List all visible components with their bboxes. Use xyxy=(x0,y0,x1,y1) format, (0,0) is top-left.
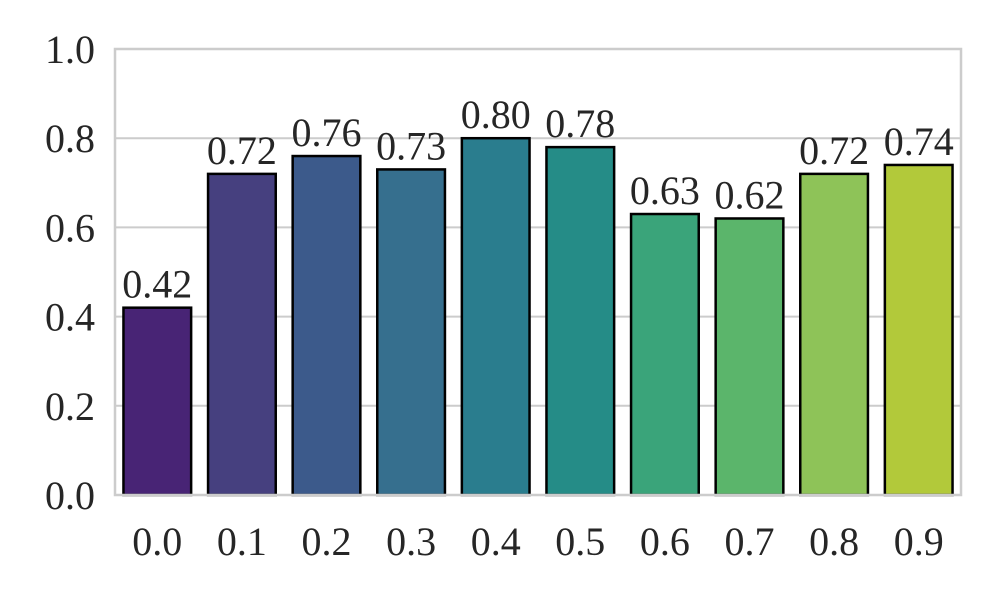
bar xyxy=(122,306,193,497)
y-axis-ticks: 0.0 0.2 0.4 0.6 0.8 1.0 xyxy=(45,27,95,518)
bar xyxy=(206,172,277,497)
bar xyxy=(376,168,447,497)
x-axis-ticks: 0.0 0.1 0.2 0.3 0.4 0.5 0.6 0.7 0.8 0.9 xyxy=(132,519,943,564)
data-labels: 0.42 0.72 0.76 0.73 0.80 0.78 0.63 0.62 0.72 0.74 xyxy=(122,92,953,306)
bars xyxy=(122,136,954,497)
x-tick-label: 0.0 xyxy=(132,519,182,564)
x-tick-label: 0.8 xyxy=(809,519,859,564)
bar xyxy=(629,212,700,497)
x-tick-label: 0.7 xyxy=(725,519,775,564)
data-label: 0.72 xyxy=(207,128,277,173)
data-label: 0.78 xyxy=(545,101,615,146)
bar xyxy=(714,217,785,497)
data-label: 0.76 xyxy=(292,110,362,155)
x-tick-label: 0.1 xyxy=(217,519,267,564)
data-label: 0.63 xyxy=(630,168,700,213)
y-tick-label: 0.6 xyxy=(45,205,95,250)
plot-border xyxy=(113,47,963,497)
x-tick-label: 0.9 xyxy=(894,519,944,564)
data-label: 0.72 xyxy=(799,128,869,173)
y-tick-label: 0.0 xyxy=(45,473,95,518)
bar xyxy=(545,145,616,497)
bar xyxy=(799,172,870,497)
y-tick-label: 0.4 xyxy=(45,295,95,340)
y-tick-label: 0.8 xyxy=(45,116,95,161)
x-tick-label: 0.3 xyxy=(386,519,436,564)
bar xyxy=(291,154,362,497)
data-label: 0.73 xyxy=(376,123,446,168)
bar xyxy=(460,136,531,497)
data-label: 0.42 xyxy=(122,262,192,307)
y-tick-label: 0.2 xyxy=(45,384,95,429)
plot-frame xyxy=(113,47,963,497)
x-tick-label: 0.4 xyxy=(471,519,521,564)
x-tick-label: 0.5 xyxy=(555,519,605,564)
data-label: 0.74 xyxy=(884,119,954,164)
x-tick-label: 0.2 xyxy=(302,519,352,564)
y-tick-label: 1.0 xyxy=(45,27,95,72)
data-label: 0.80 xyxy=(461,92,531,137)
data-label: 0.62 xyxy=(715,172,785,217)
x-tick-label: 0.6 xyxy=(640,519,690,564)
bar xyxy=(883,163,954,497)
